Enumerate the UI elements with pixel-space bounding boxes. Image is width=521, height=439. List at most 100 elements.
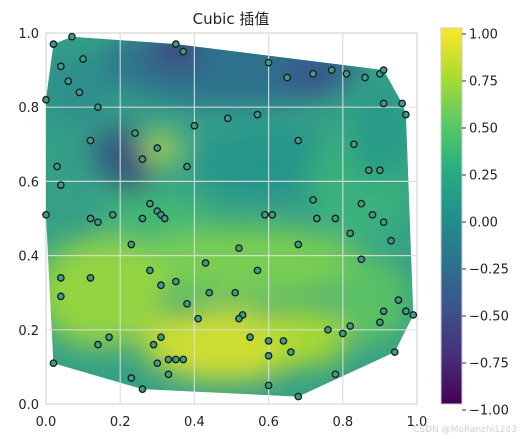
sample-point	[379, 99, 388, 108]
sample-point	[172, 40, 180, 48]
y-axis-ticks: 0.0 0.2 0.4 0.6 0.8 1.0	[18, 27, 39, 413]
sample-point	[327, 66, 336, 74]
sample-point	[94, 340, 102, 349]
sample-point	[56, 292, 65, 301]
sample-point	[264, 351, 273, 360]
colorbar-tick-label: −1.00	[469, 404, 509, 419]
sample-point	[235, 244, 243, 253]
sample-point	[183, 162, 191, 171]
sample-point	[127, 240, 136, 249]
sample-point	[149, 340, 158, 349]
sample-point	[364, 166, 373, 175]
sample-point	[379, 218, 388, 227]
sample-point	[160, 214, 169, 223]
sample-point	[331, 370, 340, 379]
sample-point	[179, 47, 188, 56]
y-tick-label: 0.2	[18, 324, 39, 339]
watermark: CSDN @MoRanzhi1203	[413, 425, 517, 435]
sample-point	[309, 196, 317, 204]
sample-point	[324, 325, 332, 334]
sample-point	[164, 355, 173, 364]
sample-point	[179, 355, 188, 364]
colorbar-tick-label: 0.25	[469, 169, 498, 184]
chart-title: Cubic 插值	[193, 10, 270, 28]
sample-point	[94, 218, 102, 227]
sample-point	[368, 210, 377, 219]
sample-point	[190, 121, 199, 130]
sample-point	[172, 355, 180, 364]
x-tick-label: 1.0	[407, 415, 428, 430]
sample-point	[68, 32, 76, 41]
colorbar-tick-label: −0.50	[469, 310, 509, 325]
sample-point	[153, 359, 162, 368]
sample-point	[264, 337, 273, 345]
sample-point	[201, 259, 210, 267]
sample-point	[387, 236, 395, 245]
sample-point	[361, 73, 369, 82]
sample-point	[146, 266, 154, 275]
sample-point	[246, 333, 254, 342]
sample-point	[253, 110, 262, 119]
sample-point	[394, 296, 403, 304]
colorbar-tick-label: 0.50	[469, 122, 498, 137]
sample-point	[94, 103, 102, 112]
colorbar-tick-label: −0.25	[469, 263, 509, 278]
sample-point	[253, 266, 262, 275]
sample-point	[223, 114, 232, 123]
sample-point	[402, 110, 410, 119]
sample-point	[86, 214, 95, 223]
sample-points	[42, 32, 418, 401]
sample-point	[86, 274, 95, 282]
sample-point	[183, 299, 191, 308]
sample-point	[309, 69, 317, 78]
sample-point	[376, 166, 384, 175]
sample-point	[86, 136, 95, 145]
sample-point	[261, 210, 269, 219]
sample-point	[235, 314, 243, 323]
sample-point	[56, 62, 65, 71]
sample-point	[379, 66, 388, 74]
sample-point	[338, 329, 347, 338]
sample-point	[294, 240, 303, 249]
sample-point	[287, 348, 295, 356]
sample-point	[157, 281, 165, 290]
sample-point	[56, 181, 65, 189]
sample-point	[75, 88, 84, 97]
sample-point	[342, 69, 351, 78]
sample-point	[56, 274, 65, 282]
sample-point	[42, 95, 50, 104]
sample-point	[53, 162, 61, 171]
sample-point	[105, 333, 113, 342]
sample-point	[390, 348, 399, 356]
sample-point	[350, 140, 358, 149]
y-tick-label: 0.0	[18, 398, 39, 413]
x-tick-label: 0.4	[184, 415, 205, 430]
sample-point	[398, 99, 407, 108]
sample-point	[231, 288, 240, 297]
sample-point	[138, 385, 147, 394]
colorbar-tick-label: 0.00	[469, 216, 498, 231]
sample-point	[172, 277, 180, 286]
sample-point	[331, 214, 340, 223]
sample-point	[138, 155, 147, 163]
x-tick-label: 0.2	[110, 415, 131, 430]
sample-point	[357, 255, 366, 264]
sample-point	[131, 129, 139, 138]
colorbar-ticks: 1.00 0.75 0.50 0.25 0.00 −0.25 −0.50 −0.75 −1.00	[462, 28, 509, 419]
sample-point	[346, 229, 355, 238]
sample-point	[49, 40, 58, 48]
sample-point	[294, 136, 303, 145]
x-tick-label: 0.6	[258, 415, 279, 430]
sample-point	[409, 311, 418, 319]
sample-point	[138, 214, 147, 223]
sample-point	[146, 199, 154, 208]
sample-point	[294, 392, 303, 401]
sample-point	[376, 318, 384, 327]
sample-point	[153, 144, 162, 152]
sample-point	[108, 210, 117, 219]
colorbar-tick-label: −0.75	[469, 357, 509, 372]
y-tick-label: 0.4	[18, 250, 39, 265]
sample-point	[279, 337, 288, 345]
y-tick-label: 0.8	[18, 101, 39, 116]
